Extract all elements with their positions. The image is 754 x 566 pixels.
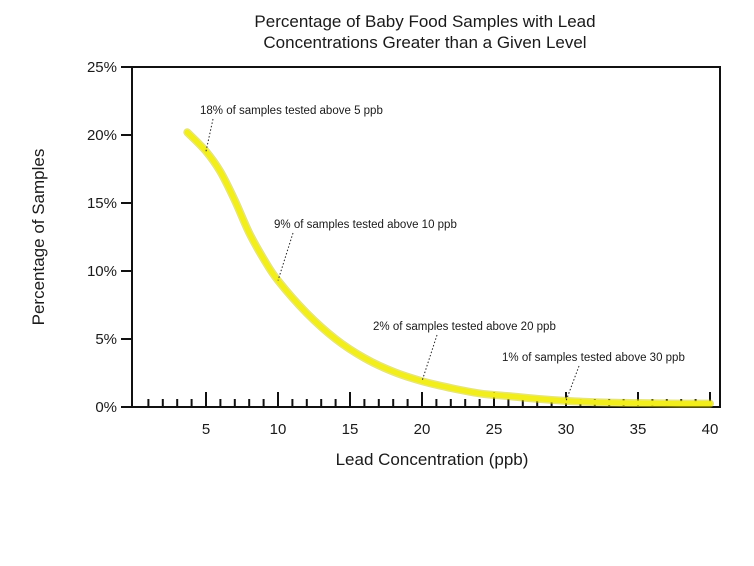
x-tick-label: 5 bbox=[202, 421, 210, 438]
x-tick-label: 30 bbox=[558, 421, 575, 438]
y-tick-label: 10% bbox=[87, 263, 117, 280]
x-tick-label: 25 bbox=[486, 421, 503, 438]
annotations: 18% of samples tested above 5 ppb 9% of s… bbox=[200, 105, 685, 402]
annotation-leader-line bbox=[565, 365, 580, 402]
plot-area-frame bbox=[131, 66, 721, 408]
annotation-label: 1% of samples tested above 30 ppb bbox=[502, 352, 685, 364]
chart-title-line-2: Concentrations Greater than a Given Leve… bbox=[263, 33, 586, 52]
x-tick-label: 15 bbox=[342, 421, 359, 438]
y-tick-label: 20% bbox=[87, 127, 117, 144]
annotation-label: 18% of samples tested above 5 ppb bbox=[200, 105, 383, 117]
x-tick-label: 40 bbox=[702, 421, 719, 438]
chart-title-line-1: Percentage of Baby Food Samples with Lea… bbox=[254, 12, 595, 31]
annotation-label: 2% of samples tested above 20 ppb bbox=[373, 321, 556, 333]
annotation-leader-line bbox=[421, 334, 438, 382]
y-tick-label: 15% bbox=[87, 195, 117, 212]
x-tick-label: 35 bbox=[630, 421, 647, 438]
y-axis-label: Percentage of Samples bbox=[29, 149, 48, 326]
x-tick-label: 10 bbox=[270, 421, 287, 438]
y-tick-label: 5% bbox=[95, 331, 117, 348]
annotation-label: 9% of samples tested above 10 ppb bbox=[274, 219, 457, 231]
y-tick-label: 0% bbox=[95, 399, 117, 416]
series-curve bbox=[184, 129, 713, 407]
x-tick-label: 20 bbox=[414, 421, 431, 438]
annotation-leader-line bbox=[205, 118, 214, 152]
y-axis: 0% 5% 10% 15% 20% 25% bbox=[87, 59, 133, 416]
y-tick-label: 25% bbox=[87, 59, 117, 76]
x-axis: 5 10 15 20 25 30 35 40 bbox=[202, 392, 719, 438]
x-axis-label: Lead Concentration (ppb) bbox=[336, 450, 529, 469]
annotation-leader-line bbox=[277, 232, 294, 281]
